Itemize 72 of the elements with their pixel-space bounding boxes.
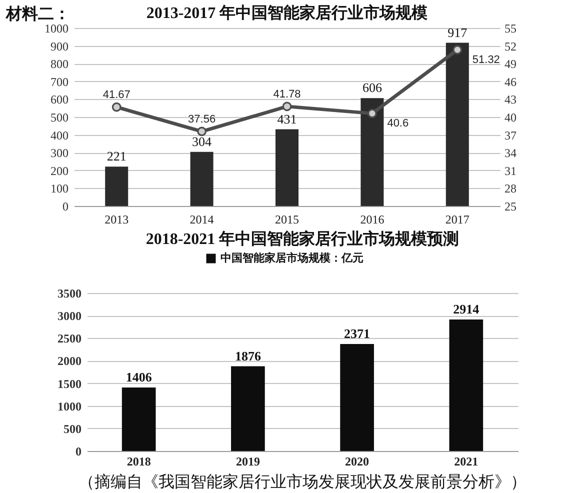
point xyxy=(368,108,377,118)
y-tick-label: 500 xyxy=(50,110,68,124)
data-label: 2914 xyxy=(453,301,480,316)
data-label: 51.32 xyxy=(472,54,500,66)
x-tick-label: 2020 xyxy=(345,454,370,468)
point xyxy=(197,126,206,136)
x-tick-label: 2018 xyxy=(126,454,151,468)
x-tick-label: 2016 xyxy=(360,212,384,226)
data-label: 221 xyxy=(106,148,126,164)
y-tick-label: 1000 xyxy=(44,22,68,36)
bar xyxy=(276,129,298,206)
data-label: 41.78 xyxy=(273,88,301,100)
bar xyxy=(340,344,374,451)
chart-title: 2018-2021 年中国智能家居行业市场规模预测 xyxy=(146,229,460,248)
x-tick-label: 2014 xyxy=(190,212,214,226)
y-tick-label: 2000 xyxy=(58,354,82,368)
y2-tick-label: 49 xyxy=(504,57,516,72)
x-tick-label: 2019 xyxy=(236,454,260,468)
y2-tick-label: 31 xyxy=(504,164,516,178)
point xyxy=(112,102,122,112)
y-tick-label: 400 xyxy=(50,128,68,142)
y-tick-label: 600 xyxy=(50,92,68,107)
bar xyxy=(231,366,265,451)
y2-tick-label: 43 xyxy=(504,92,516,107)
y-tick-label: 3000 xyxy=(58,309,82,324)
y-tick-label: 3500 xyxy=(58,286,82,300)
x-tick-label: 2015 xyxy=(275,212,299,226)
data-label: 40.6 xyxy=(387,117,409,130)
text: （摘编自《我国智能家居行业市场发展现状及发展前景分析》） xyxy=(78,473,526,491)
bar xyxy=(446,42,469,206)
bar xyxy=(360,98,384,206)
point xyxy=(452,45,462,54)
y-tick-label: 0 xyxy=(76,444,82,458)
y2-tick-label: 37 xyxy=(504,128,516,142)
y-tick-label: 200 xyxy=(50,164,68,178)
y-tick-label: 1500 xyxy=(58,376,82,391)
bar xyxy=(105,166,128,206)
legend-label: 中国智能家居市场规模：亿元 xyxy=(220,252,364,264)
y-tick-label: 700 xyxy=(50,74,68,89)
bar xyxy=(449,319,484,451)
data-label: 606 xyxy=(362,80,382,96)
y2-tick-label: 46 xyxy=(504,74,516,89)
data-label: 1406 xyxy=(126,370,152,385)
y2-tick-label: 40 xyxy=(504,110,516,124)
y-tick-label: 500 xyxy=(64,422,82,436)
y2-tick-label: 52 xyxy=(504,39,516,54)
text: 材料二： xyxy=(5,5,70,23)
chart-title: 2013-2017 年中国智能家居行业市场规模 xyxy=(146,3,428,22)
y-tick-label: 300 xyxy=(50,146,68,160)
bar xyxy=(190,152,214,206)
y-tick-label: 1000 xyxy=(58,399,82,414)
y2-tick-label: 34 xyxy=(504,146,516,160)
data-label: 917 xyxy=(448,24,468,40)
bar xyxy=(122,388,156,451)
data-label: 431 xyxy=(277,111,297,126)
y-tick-label: 2500 xyxy=(58,332,82,346)
x-tick-label: 2013 xyxy=(104,212,129,226)
x-tick-label: 2021 xyxy=(454,454,478,468)
y2-tick-label: 28 xyxy=(504,182,516,196)
data-label: 37.56 xyxy=(188,113,216,126)
y2-tick-label: 55 xyxy=(504,22,516,36)
point xyxy=(282,102,292,112)
data-label: 304 xyxy=(192,134,212,149)
y2-tick-label: 25 xyxy=(504,200,516,214)
y-tick-label: 800 xyxy=(50,57,68,72)
data-label: 41.67 xyxy=(102,89,130,102)
y-tick-label: 0 xyxy=(62,200,68,214)
x-tick-label: 2017 xyxy=(445,212,470,226)
data-label: 2371 xyxy=(344,326,370,341)
y-tick-label: 100 xyxy=(50,182,68,196)
y-tick-label: 900 xyxy=(50,39,68,54)
data-label: 1876 xyxy=(234,348,262,364)
